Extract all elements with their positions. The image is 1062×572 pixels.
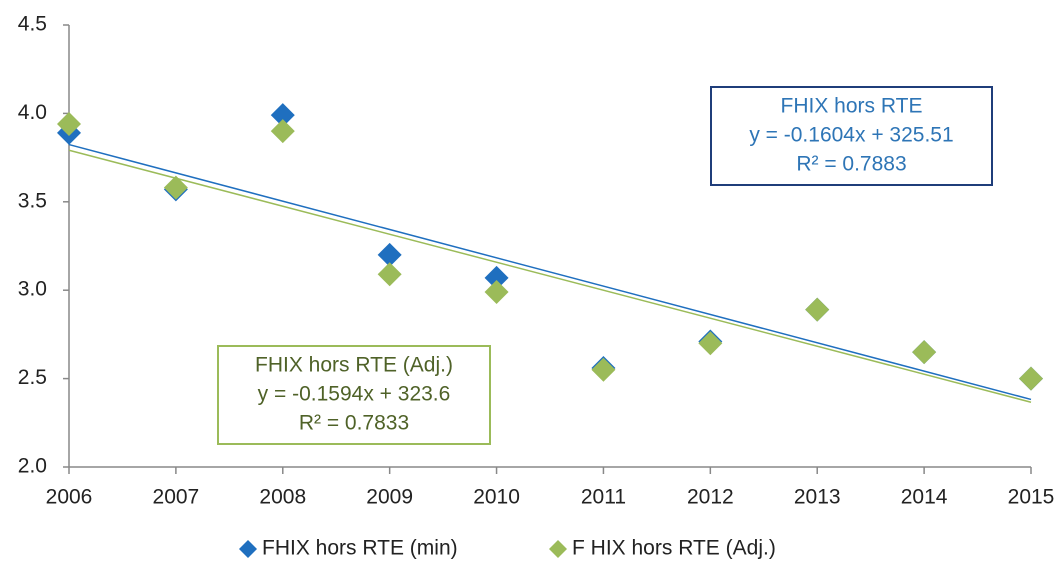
legend-symbol: [239, 540, 257, 558]
legend-label: FHIX hors RTE (min): [262, 537, 458, 560]
y-tick-label: 3.0: [18, 278, 47, 301]
trendline: [68, 143, 1032, 401]
x-tick-label: 2010: [473, 486, 520, 509]
annotation-text: FHIX hors RTE (Adj.): [255, 354, 453, 377]
point: [591, 357, 616, 382]
point: [484, 279, 509, 304]
point: [698, 331, 723, 356]
x-tick-label: 2015: [1008, 486, 1055, 509]
point: [484, 265, 509, 290]
annotation-box: [710, 86, 993, 186]
point: [1019, 366, 1043, 391]
legend-symbol: [549, 540, 567, 558]
point: [805, 297, 830, 322]
annotation-text: R² = 0.7833: [299, 412, 409, 435]
y-tick-label: 2.5: [18, 366, 47, 389]
point: [57, 112, 81, 137]
x-tick-label: 2008: [259, 486, 306, 509]
y-tick-label: 2.0: [18, 455, 47, 478]
legend-label: F HIX hors RTE (Adj.): [572, 537, 776, 560]
point: [377, 242, 402, 267]
annotation-text: R² = 0.7883: [796, 153, 906, 176]
point: [163, 175, 188, 200]
annotation-text: y = -0.1604x + 325.51: [749, 124, 953, 147]
y-tick-label: 3.5: [18, 189, 47, 212]
point: [377, 262, 402, 287]
x-tick-label: 2007: [153, 486, 200, 509]
y-tick-label: 4.5: [18, 13, 47, 36]
x-tick-label: 2012: [687, 486, 734, 509]
point: [270, 103, 295, 128]
y-tick-label: 4.0: [18, 101, 47, 124]
x-tick-label: 2011: [581, 486, 626, 509]
annotation-box: [217, 345, 491, 445]
point: [912, 340, 937, 365]
annotation-text: FHIX hors RTE: [781, 95, 923, 118]
x-tick-label: 2009: [366, 486, 413, 509]
x-tick-label: 2006: [46, 486, 93, 509]
x-tick-label: 2013: [794, 486, 841, 509]
trendline: [68, 149, 1032, 403]
point: [270, 119, 295, 144]
annotation-text: y = -0.1594x + 323.6: [258, 383, 451, 406]
x-tick-label: 2014: [901, 486, 948, 509]
